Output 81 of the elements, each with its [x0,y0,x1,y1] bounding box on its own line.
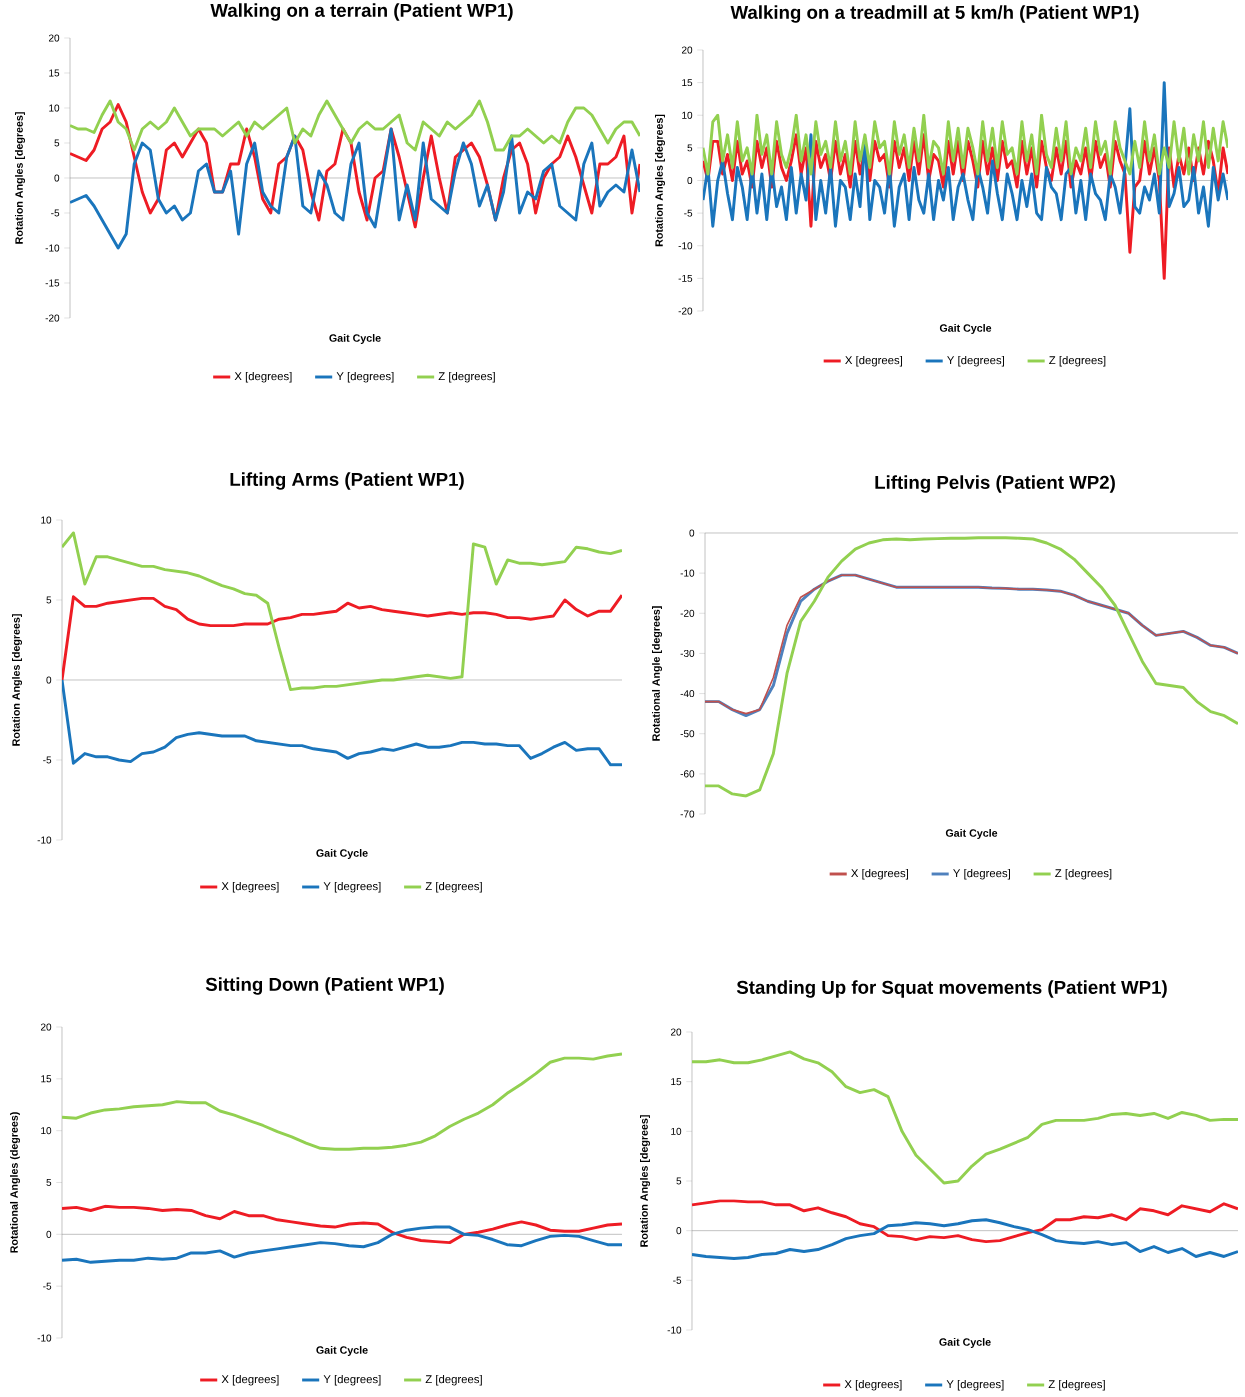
x-axis-title: Gait Cycle [329,334,381,344]
y-tick-label: 10 [671,1127,682,1135]
y-tick-label: -5 [684,209,693,217]
y-axis-title: Rotation Angles [degrees] [655,114,665,247]
x-axis-title: Gait Cycle [316,1346,368,1356]
y-axis-title: Rotational Angle [degrees] [652,606,662,741]
y-tick-label: 20 [670,1028,682,1036]
y-axis-title: Rotation Angles [degrees] [15,112,25,244]
legend-label: Y [degrees] [323,881,381,893]
y-tick-label: 5 [46,1179,52,1186]
y-tick-label: 0 [54,174,60,182]
chart-title: Lifting Arms (Patient WP1) [230,472,464,490]
legend-label: Z [degrees] [438,371,495,383]
y-tick-label: 15 [671,1078,682,1086]
y-tick-label: -10 [678,242,693,250]
y-tick-label: 5 [687,144,693,152]
y-tick-label: -40 [680,690,695,698]
legend-label: Y [degrees] [947,355,1004,367]
y-tick-label: -5 [43,756,52,764]
x-axis-title: Gait Cycle [316,849,368,859]
y-tick-label: -10 [45,244,60,252]
y-axis-title: Rotation Angles [degrees] [640,1115,650,1247]
legend-label: X [degrees] [234,371,292,383]
y-tick-label: -5 [673,1276,682,1284]
chart-title: Lifting Pelvis (Patient WP2) [875,475,1115,493]
y-tick-label: -15 [45,279,60,287]
y-tick-label: 20 [681,46,693,54]
y-tick-label: -10 [37,836,52,844]
y-tick-label: -5 [43,1282,52,1290]
y-axis-title: Rotation Angles [degrees] [12,614,22,746]
y-tick-label: -20 [678,307,693,315]
y-tick-label: -50 [680,730,695,738]
legend-label: X [degrees] [851,868,909,880]
legend-label: Y [degrees] [953,868,1010,880]
y-tick-label: 0 [676,1227,682,1235]
y-tick-label: -20 [680,609,695,617]
chart-title: Sitting Down (Patient WP1) [205,977,444,995]
y-tick-label: 15 [49,69,60,77]
y-tick-label: 5 [46,596,52,604]
legend-label: X [degrees] [844,1379,902,1391]
legend-label: Y [degrees] [946,1379,1004,1391]
legend-label: X [degrees] [221,1374,279,1386]
legend-label: X [degrees] [845,355,903,367]
y-tick-label: -15 [678,274,693,282]
y-tick-label: 0 [46,676,52,684]
y-tick-label: 0 [687,176,693,185]
chart-title: Standing Up for Squat movements (Patient WP1) [736,980,1167,998]
x-axis-title: Gait Cycle [939,1338,991,1348]
chart-title: Walking on a terrain (Patient WP1) [210,3,513,21]
legend-label: Y [degrees] [323,1374,381,1386]
y-tick-label: -60 [680,770,695,778]
y-tick-label: -10 [680,569,695,577]
y-tick-label: -5 [51,209,60,217]
y-tick-label: -20 [45,314,60,322]
y-tick-label: -70 [680,810,695,818]
y-tick-label: 0 [46,1230,52,1238]
legend-label: Y [degrees] [336,371,394,383]
y-tick-label: 15 [682,79,693,87]
y-tick-label: 20 [48,34,60,42]
legend-label: Z [degrees] [1048,1379,1105,1391]
legend-label: Z [degrees] [1055,868,1112,880]
y-tick-label: 5 [54,139,60,147]
y-tick-label: 0 [689,529,695,537]
x-axis-title: Gait Cycle [939,324,992,334]
y-tick-label: 20 [40,1023,52,1031]
y-tick-label: 10 [49,104,60,112]
y-tick-label: 5 [676,1177,682,1185]
chart-title: Walking on a treadmill at 5 km/h (Patient WP1) [730,5,1139,23]
legend-label: Z [degrees] [425,881,482,893]
legend-label: Z [degrees] [425,1374,482,1386]
y-tick-label: 10 [41,1127,52,1135]
y-tick-label: 10 [41,516,52,524]
y-axis-title: Rotational Angles (degrees) [10,1112,20,1253]
y-tick-label: -10 [667,1326,682,1334]
y-tick-label: -10 [37,1334,52,1342]
y-tick-label: 15 [41,1075,52,1083]
legend-label: Z [degrees] [1049,355,1106,367]
y-tick-label: 10 [682,111,693,119]
x-axis-title: Gait Cycle [945,829,998,839]
legend-label: X [degrees] [221,881,279,893]
y-tick-label: -30 [680,649,695,657]
